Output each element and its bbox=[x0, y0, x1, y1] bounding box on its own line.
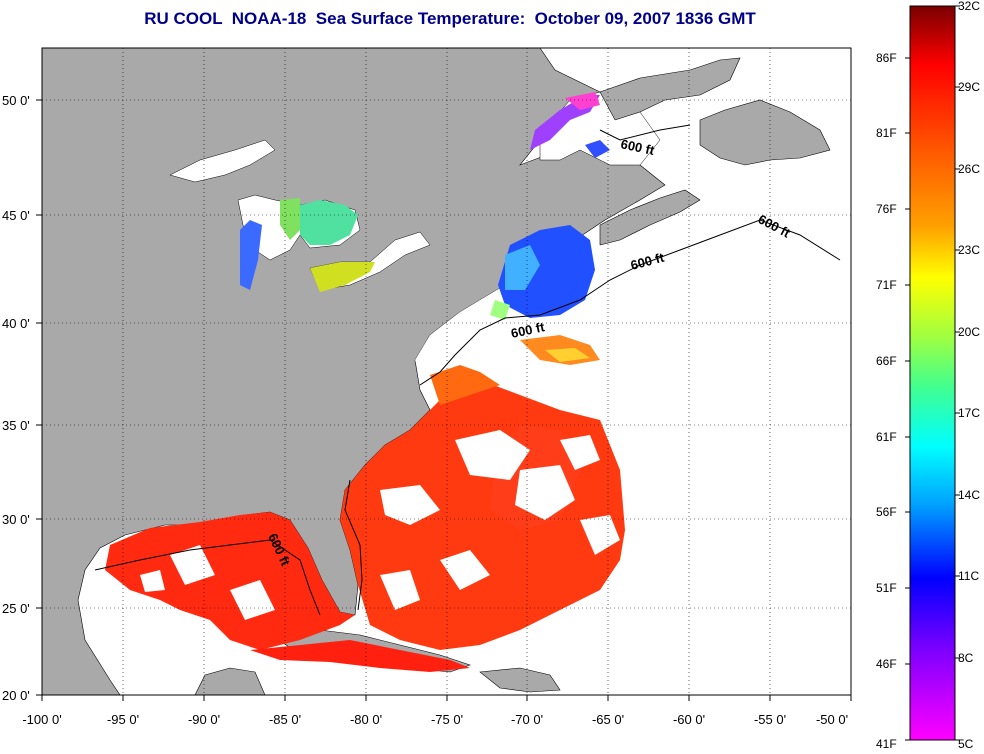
lat-label: 25 0' bbox=[2, 601, 30, 616]
isobath-600ft bbox=[94, 124, 841, 616]
lon-label: -80 0' bbox=[350, 712, 382, 727]
land-newfoundland bbox=[699, 99, 831, 166]
axis-ticks bbox=[36, 99, 852, 701]
lat-label: 35 0' bbox=[2, 418, 30, 433]
lat-label: 20 0' bbox=[2, 688, 30, 703]
colorbar-f-label: 51F bbox=[876, 581, 897, 595]
colorbar-f-label: 76F bbox=[876, 202, 897, 216]
colorbar-c-label: 23C bbox=[958, 243, 980, 257]
cloud-gaps bbox=[140, 430, 620, 620]
colorbar-c-label: 5C bbox=[958, 737, 974, 751]
graticule bbox=[42, 48, 851, 695]
longitude-labels: -100 0' -95 0' -90 0' -85 0' -80 0' -75 … bbox=[22, 712, 848, 727]
colorbar-c-label: 8C bbox=[958, 651, 974, 665]
land-nova-scotia bbox=[599, 189, 701, 246]
lon-label: -95 0' bbox=[107, 712, 139, 727]
map-title: RU COOL NOAA-18 Sea Surface Temperature:… bbox=[144, 9, 756, 28]
lon-label: -70 0' bbox=[511, 712, 543, 727]
colorbar-f-label: 46F bbox=[876, 657, 897, 671]
land-hispaniola bbox=[479, 667, 561, 693]
colorbar-f-label: 66F bbox=[876, 354, 897, 368]
lon-label: -85 0' bbox=[269, 712, 301, 727]
lon-label: -90 0' bbox=[188, 712, 220, 727]
colorbar-f-label: 86F bbox=[876, 51, 897, 65]
colorbar-f-label: 56F bbox=[876, 505, 897, 519]
colorbar-c-label: 17C bbox=[958, 406, 980, 420]
colorbar-c-label: 26C bbox=[958, 162, 980, 176]
lon-label: -55 0' bbox=[754, 712, 786, 727]
land-yucatan bbox=[194, 667, 266, 695]
colorbar-gradient bbox=[909, 5, 956, 741]
colorbar-c-label: 11C bbox=[958, 569, 979, 583]
lake-superior bbox=[169, 139, 276, 183]
lat-label: 40 0' bbox=[2, 316, 30, 331]
lon-label: -60 0' bbox=[673, 712, 705, 727]
lon-label: -50 0' bbox=[816, 712, 848, 727]
lon-label: -75 0' bbox=[431, 712, 463, 727]
colorbar-f-label: 81F bbox=[876, 126, 897, 140]
isobath-label-1: 600 ft bbox=[619, 136, 656, 158]
colorbar: 32C 29C 26C 23C 20C 17C 14C 11C 8C 5C 86… bbox=[876, 0, 980, 751]
isobath-label-4: 600 ft bbox=[510, 319, 547, 341]
colorbar-f-label: 71F bbox=[876, 278, 897, 292]
colorbar-f-label: 41F bbox=[876, 737, 897, 751]
lon-label: -100 0' bbox=[22, 712, 61, 727]
colorbar-c-label: 29C bbox=[958, 80, 980, 94]
colorbar-c-label: 32C bbox=[958, 0, 980, 13]
lat-label: 50 0' bbox=[2, 93, 30, 108]
lat-label: 45 0' bbox=[2, 208, 30, 223]
lon-label: -65 0' bbox=[592, 712, 624, 727]
colorbar-c-label: 14C bbox=[958, 488, 980, 502]
latitude-labels: 50 0' 45 0' 40 0' 35 0' 30 0' 25 0' 20 0… bbox=[2, 93, 30, 703]
colorbar-f-label: 61F bbox=[876, 430, 897, 444]
lat-label: 30 0' bbox=[2, 512, 30, 527]
colorbar-c-label: 20C bbox=[958, 325, 980, 339]
